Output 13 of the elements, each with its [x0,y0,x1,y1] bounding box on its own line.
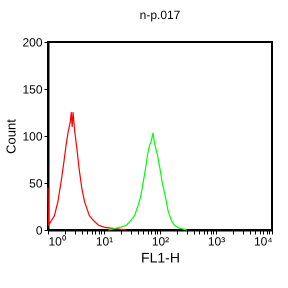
x-tick-label: 10² [152,234,170,248]
x-axis-title: FL1-H [141,250,180,266]
y-tick-label: 150 [22,82,43,96]
y-tick-label: 200 [22,36,43,50]
x-tick-label: 10³ [208,234,226,248]
chart-title: n-p.017 [140,8,181,22]
x-tick-label: 10⁴ [254,234,272,248]
x-tick-label: 10⁰ [48,234,66,248]
y-tick-label: 50 [29,176,43,190]
y-tick-label: 0 [36,224,43,238]
x-tick-label: 10¹ [96,234,114,248]
y-axis-title: Count [3,118,18,154]
y-tick-label: 100 [22,130,43,144]
